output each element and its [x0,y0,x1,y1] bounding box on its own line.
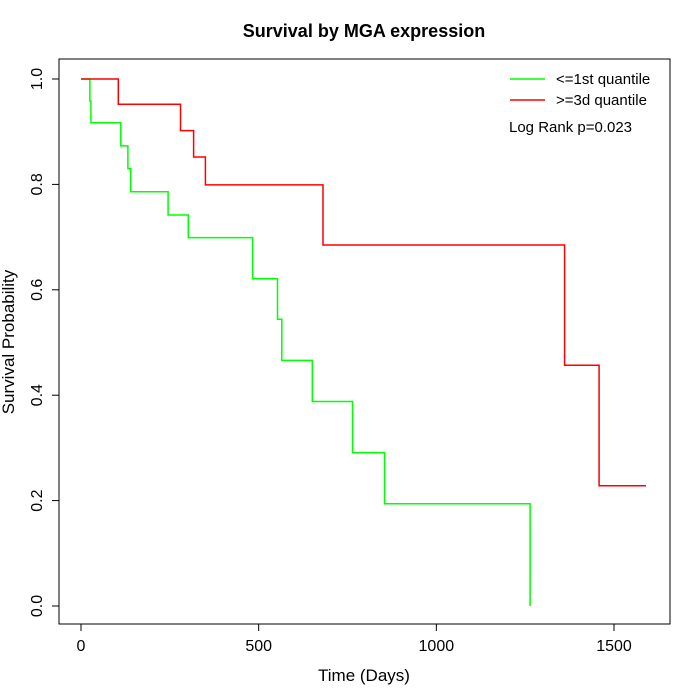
y-tick-label: 0.0 [29,595,46,617]
series-line-1 [81,78,646,487]
series-line-0 [81,78,531,606]
axes: 0 500 1000 1500 0.0 0.2 0.4 0.6 0.8 1.0 [29,68,632,655]
y-tick-label: 0.4 [29,384,46,406]
y-tick-label: 1.0 [29,68,46,90]
x-tick-label: 500 [245,638,272,655]
x-tick-label: 0 [77,638,86,655]
y-tick-label: 0.2 [29,489,46,511]
log-rank-annotation: Log Rank p=0.023 [509,119,632,136]
y-tick-label: 0.6 [29,279,46,301]
chart-title: Survival by MGA expression [243,21,485,41]
legend: <=1st quantile >=3d quantile [510,71,650,109]
y-tick-label: 0.8 [29,173,46,195]
legend-label-1: >=3d quantile [556,92,647,109]
x-tick-label: 1000 [419,638,455,655]
legend-label-0: <=1st quantile [556,71,650,88]
plot-frame [58,58,671,625]
x-axis-label: Time (Days) [318,666,410,685]
series-layer [81,78,646,606]
y-axis-label: Survival Probability [0,269,18,414]
x-tick-label: 1500 [596,638,632,655]
